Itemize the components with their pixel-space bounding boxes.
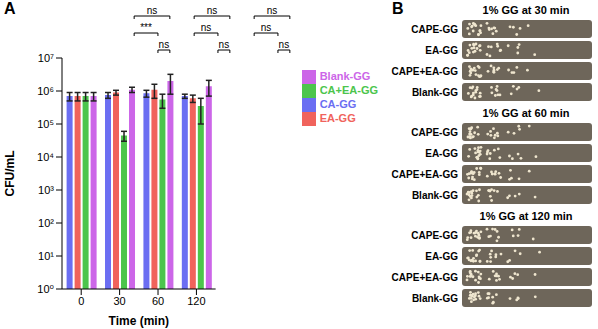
html-text:CA+EA-GG: CA+EA-GG bbox=[319, 84, 378, 97]
svg-text:ns: ns bbox=[147, 5, 158, 16]
svg-text:ns: ns bbox=[219, 39, 230, 50]
svg-text:10⁰: 10⁰ bbox=[37, 283, 54, 295]
svg-text:60: 60 bbox=[152, 295, 164, 307]
svg-text:1% GG at 120 min: 1% GG at 120 min bbox=[480, 210, 573, 222]
svg-text:***: *** bbox=[140, 22, 152, 33]
svg-text:10³: 10³ bbox=[38, 184, 54, 196]
html-text:Blank-GG: Blank-GG bbox=[319, 70, 371, 82]
html-text:A: A bbox=[4, 0, 16, 17]
svg-text:EA-GG: EA-GG bbox=[425, 45, 458, 56]
svg-text:1% GG at 60 min: 1% GG at 60 min bbox=[483, 107, 570, 119]
svg-text:10⁷: 10⁷ bbox=[38, 52, 54, 64]
svg-text:120: 120 bbox=[187, 295, 205, 307]
svg-text:10¹: 10¹ bbox=[38, 250, 54, 262]
svg-text:EA-GG: EA-GG bbox=[425, 148, 458, 159]
svg-text:1% GG at 30 min: 1% GG at 30 min bbox=[483, 4, 570, 16]
svg-text:ns: ns bbox=[279, 39, 290, 50]
svg-text:10⁵: 10⁵ bbox=[37, 118, 54, 130]
svg-text:10⁶: 10⁶ bbox=[37, 85, 54, 97]
html-text:CA-GG: CA-GG bbox=[319, 98, 357, 111]
svg-text:30: 30 bbox=[113, 295, 125, 307]
svg-text:10⁴: 10⁴ bbox=[37, 151, 54, 163]
svg-text:Blank-GG: Blank-GG bbox=[412, 293, 458, 304]
svg-text:ns: ns bbox=[159, 39, 170, 50]
html-text:B: B bbox=[392, 0, 404, 17]
svg-text:EA-GG: EA-GG bbox=[425, 251, 458, 262]
svg-text:CAPE+EA-GG: CAPE+EA-GG bbox=[392, 272, 459, 283]
svg-text:CAPE-GG: CAPE-GG bbox=[411, 24, 458, 35]
svg-text:CAPE+EA-GG: CAPE+EA-GG bbox=[392, 169, 459, 180]
svg-text:10²: 10² bbox=[38, 217, 54, 229]
svg-text:ns: ns bbox=[201, 22, 212, 33]
svg-text:ns: ns bbox=[261, 22, 272, 33]
svg-text:0: 0 bbox=[78, 295, 84, 307]
svg-text:ns: ns bbox=[207, 5, 218, 16]
html-text:EA-GG: EA-GG bbox=[319, 112, 356, 125]
svg-text:CFU/mL: CFU/mL bbox=[3, 151, 17, 197]
svg-text:CAPE+EA-GG: CAPE+EA-GG bbox=[392, 66, 459, 77]
svg-text:Blank-GG: Blank-GG bbox=[412, 190, 458, 201]
svg-text:Blank-GG: Blank-GG bbox=[412, 87, 458, 98]
svg-text:Time (min): Time (min) bbox=[109, 314, 169, 328]
svg-text:ns: ns bbox=[267, 5, 278, 16]
svg-text:CAPE-GG: CAPE-GG bbox=[411, 230, 458, 241]
svg-text:CAPE-GG: CAPE-GG bbox=[411, 127, 458, 138]
